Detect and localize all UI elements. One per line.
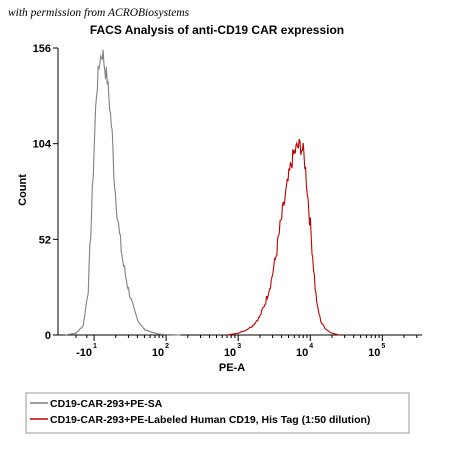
x-tick-label: 10 [224,347,236,359]
y-tick-label: 52 [39,234,51,246]
y-axis-label: Count [17,174,29,206]
legend-entry: CD19-CAR-293+PE-SA [50,398,163,410]
x-tick-label: -10 [76,347,92,359]
legend: CD19-CAR-293+PE-SA CD19-CAR-293+PE-Labele… [25,392,410,434]
series-layer [65,49,340,336]
y-tick-label: 156 [33,43,51,55]
y-tick-label: 104 [33,139,52,151]
x-tick-exponent: 2 [165,343,169,350]
y-tick-label: 0 [45,330,51,342]
x-tick-label: 10 [296,347,308,359]
histogram-series-1 [65,49,181,336]
x-tick-label: 10 [152,347,164,359]
histogram-series-2 [227,138,340,336]
x-axis-label: PE-A [219,362,245,374]
legend-box [25,392,410,434]
x-tick-exponent: 5 [381,343,385,350]
x-tick-exponent: 3 [237,343,241,350]
x-tick-label: 10 [368,347,380,359]
x-tick-exponent: 1 [93,343,97,350]
legend-entry: CD19-CAR-293+PE-Labeled Human CD19, His … [50,414,370,426]
credit-watermark: with permission from ACROBiosystems [8,7,190,19]
chart-title: FACS Analysis of anti-CD19 CAR expressio… [90,23,344,37]
x-tick-exponent: 4 [309,343,313,350]
